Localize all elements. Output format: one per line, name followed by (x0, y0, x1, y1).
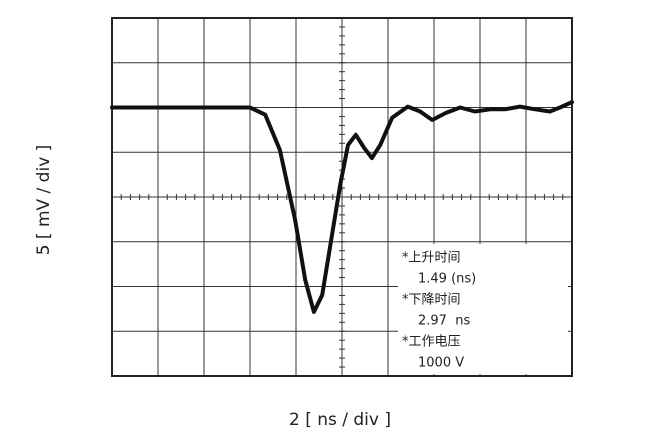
annotation: 1000 V (418, 356, 464, 371)
y-axis-label: 5 [ mV / div ] (34, 145, 54, 256)
plot-frame (111, 17, 573, 377)
annotation: 2.97 ns (418, 314, 470, 329)
x-axis-label: 2 [ ns / div ] (289, 410, 391, 430)
annotation: *下降时间 (402, 293, 461, 308)
annotation: *工作电压 (402, 335, 461, 350)
annotation: *上升时间 (402, 251, 461, 266)
annotation-box (398, 244, 568, 374)
waveform (110, 100, 574, 314)
annotation: 1.49 (ns) (418, 272, 476, 287)
